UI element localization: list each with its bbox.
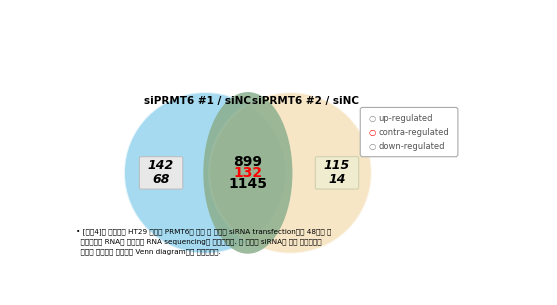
FancyBboxPatch shape — [360, 107, 458, 157]
Text: 899: 899 — [233, 155, 262, 169]
Text: down-regulated: down-regulated — [378, 142, 444, 151]
Text: siPRMT6 #2 / siNC: siPRMT6 #2 / siNC — [252, 95, 359, 106]
Ellipse shape — [209, 92, 372, 254]
Text: 132: 132 — [233, 166, 262, 180]
Text: 142: 142 — [148, 160, 174, 172]
Text: • [그림4]의 조건으로 HT29 세포에 PRMT6에 대한 두 종류의 siRNA transfection하고 48시간 후: • [그림4]의 조건으로 HT29 세포에 PRMT6에 대한 두 종류의 s… — [76, 228, 331, 235]
Text: 세포로부터 RNA를 분리하여 RNA sequencing을 실시하였음. 두 종류의 siRNA에 대해 공통적으로: 세포로부터 RNA를 분리하여 RNA sequencing을 실시하였음. 두… — [76, 238, 321, 245]
Text: 68: 68 — [152, 173, 170, 186]
FancyBboxPatch shape — [315, 157, 359, 189]
Text: up-regulated: up-regulated — [378, 114, 433, 124]
FancyBboxPatch shape — [139, 157, 183, 189]
Text: siPRMT6 #1 / siNC: siPRMT6 #1 / siNC — [144, 95, 251, 106]
Text: ○: ○ — [369, 128, 376, 137]
Text: 1145: 1145 — [228, 177, 267, 191]
Text: 발현이 조절되는 유전자를 Venn diagram으로 표현하였음.: 발현이 조절되는 유전자를 Venn diagram으로 표현하였음. — [76, 248, 221, 255]
Text: ○: ○ — [369, 142, 376, 151]
Ellipse shape — [203, 92, 292, 254]
Text: contra-regulated: contra-regulated — [378, 128, 449, 137]
Ellipse shape — [124, 92, 287, 254]
Text: ○: ○ — [369, 114, 376, 124]
Text: 115: 115 — [324, 160, 350, 172]
Text: 14: 14 — [328, 173, 346, 186]
